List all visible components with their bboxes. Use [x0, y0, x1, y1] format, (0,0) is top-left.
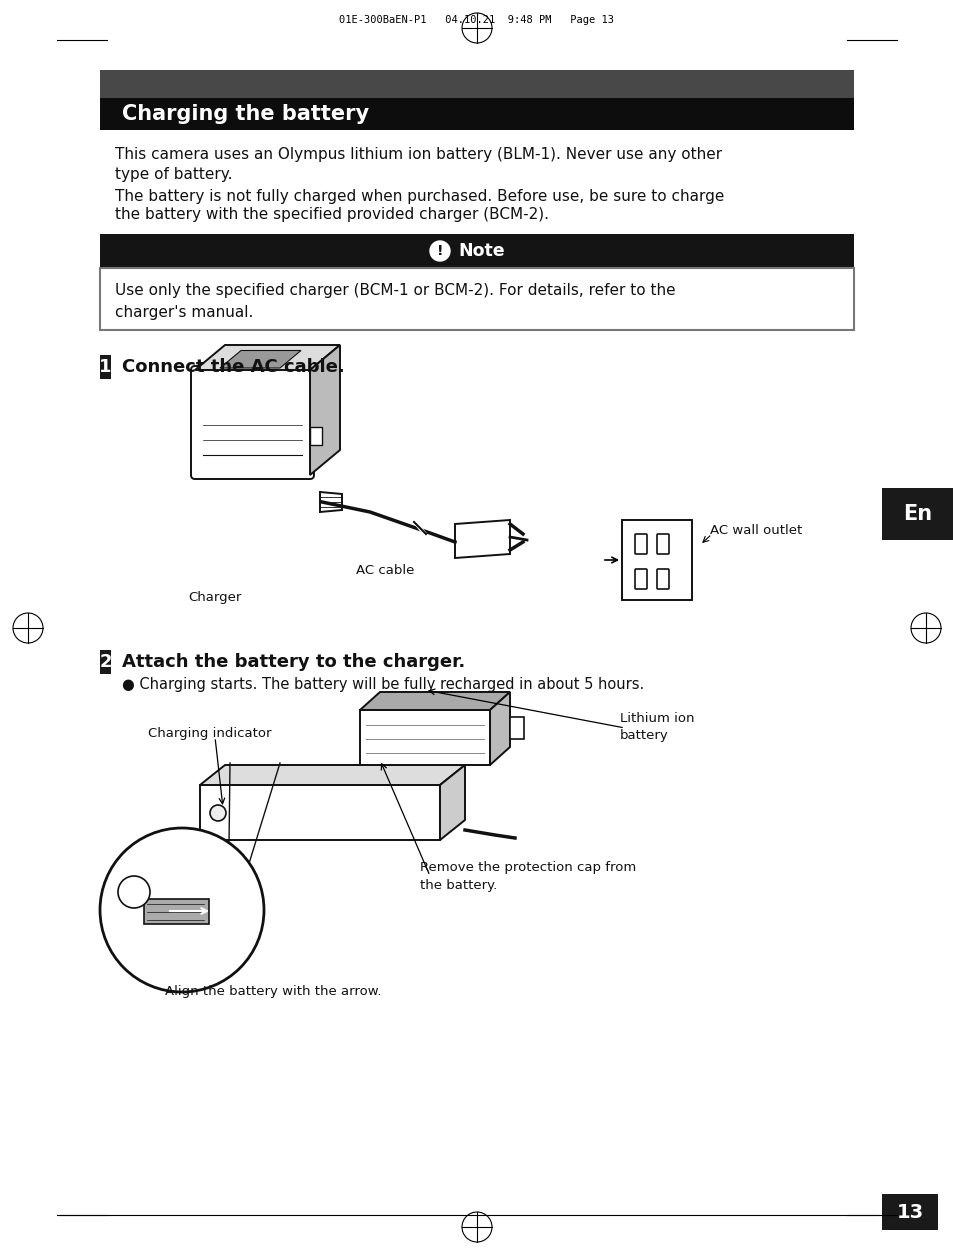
Text: the battery with the specified provided charger (BCM-2).: the battery with the specified provided …: [115, 207, 548, 222]
Polygon shape: [200, 766, 464, 784]
Bar: [359, 710, 490, 766]
Text: Attach the battery to the charger.: Attach the battery to the charger.: [122, 653, 465, 671]
Text: !: !: [436, 243, 443, 259]
Text: The battery is not fully charged when purchased. Before use, be sure to charge: The battery is not fully charged when pu…: [115, 188, 723, 203]
Text: Charger: Charger: [188, 591, 241, 605]
Text: Charging the battery: Charging the battery: [122, 104, 369, 124]
Text: This camera uses an Olympus lithium ion battery (BLM-1). Never use any other: This camera uses an Olympus lithium ion …: [115, 148, 721, 162]
Text: charger's manual.: charger's manual.: [115, 305, 253, 320]
Bar: [100, 650, 111, 674]
Text: Note: Note: [457, 242, 504, 260]
Text: the battery.: the battery.: [419, 880, 497, 892]
Bar: [510, 717, 523, 739]
Bar: [100, 233, 853, 269]
Polygon shape: [194, 345, 339, 370]
FancyBboxPatch shape: [657, 569, 668, 589]
Polygon shape: [359, 692, 510, 710]
Circle shape: [100, 828, 264, 991]
Bar: [882, 1194, 937, 1230]
Text: Use only the specified charger (BCM-1 or BCM-2). For details, refer to the: Use only the specified charger (BCM-1 or…: [115, 282, 675, 297]
Text: Lithium ion: Lithium ion: [619, 712, 694, 724]
Polygon shape: [439, 766, 464, 840]
Text: Align the battery with the arrow.: Align the battery with the arrow.: [165, 985, 381, 999]
Text: type of battery.: type of battery.: [115, 167, 233, 182]
Text: Connect the AC cable.: Connect the AC cable.: [122, 358, 344, 376]
Bar: [144, 899, 209, 924]
Bar: [621, 520, 691, 600]
Text: 2: 2: [99, 653, 112, 671]
Polygon shape: [455, 520, 510, 558]
Text: AC cable: AC cable: [355, 563, 414, 576]
Text: ● Charging starts. The battery will be fully recharged in about 5 hours.: ● Charging starts. The battery will be f…: [122, 676, 643, 692]
Bar: [882, 488, 953, 540]
Bar: [310, 427, 322, 446]
Bar: [100, 70, 853, 100]
Circle shape: [118, 876, 150, 909]
Polygon shape: [220, 350, 301, 368]
Text: 13: 13: [896, 1202, 923, 1221]
Bar: [100, 355, 111, 379]
Polygon shape: [490, 692, 510, 766]
FancyBboxPatch shape: [635, 569, 646, 589]
Bar: [100, 98, 853, 131]
Text: battery: battery: [619, 729, 668, 743]
Circle shape: [430, 241, 450, 261]
Circle shape: [210, 804, 226, 821]
FancyBboxPatch shape: [191, 366, 314, 479]
FancyBboxPatch shape: [635, 533, 646, 553]
Bar: [200, 784, 439, 840]
Text: Charging indicator: Charging indicator: [148, 727, 272, 739]
Bar: [100, 269, 853, 330]
Text: En: En: [902, 505, 932, 525]
FancyBboxPatch shape: [657, 533, 668, 553]
Text: Remove the protection cap from: Remove the protection cap from: [419, 861, 636, 875]
Polygon shape: [310, 345, 339, 474]
Text: AC wall outlet: AC wall outlet: [709, 523, 801, 536]
Text: 1: 1: [99, 358, 112, 376]
Text: 01E-300BaEN-P1   04.10.21  9:48 PM   Page 13: 01E-300BaEN-P1 04.10.21 9:48 PM Page 13: [339, 15, 614, 25]
Polygon shape: [319, 492, 341, 512]
